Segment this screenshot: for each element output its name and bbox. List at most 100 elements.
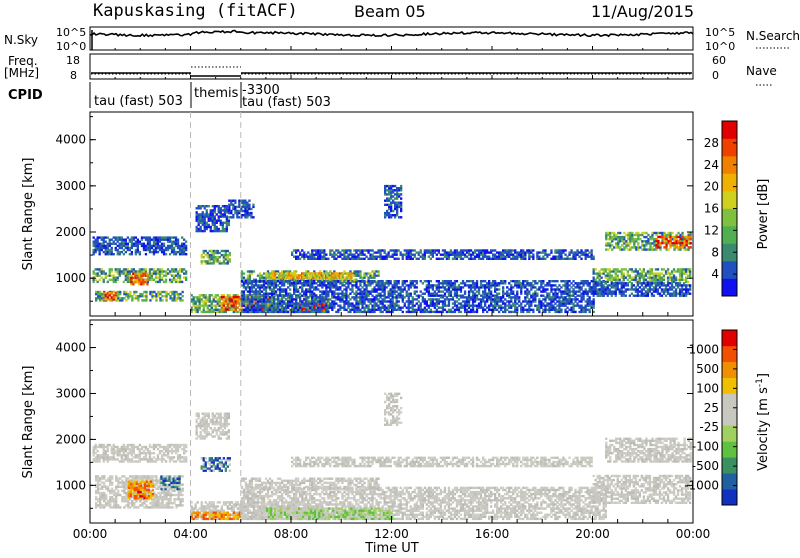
power-cell [281,290,283,292]
power-cell [117,277,119,279]
power-cell [639,246,641,248]
power-cell [373,272,375,274]
power-cell [185,245,187,247]
power-cell [371,282,373,284]
power-cell [617,279,619,281]
power-cell [275,284,277,286]
power-cell [498,296,500,298]
power-cell [462,251,464,253]
power-cell [538,298,540,300]
power-cell [206,222,208,224]
power-cell [105,253,107,255]
power-cell [617,240,619,242]
power-cell [448,280,450,282]
power-cell [591,290,593,292]
power-cell [307,284,309,286]
power-cell [155,281,157,283]
power-cell [325,284,327,286]
power-cell [564,282,566,284]
power-cell [261,280,263,282]
power-cell [280,276,282,278]
power-cell [255,284,257,286]
power-cell [111,268,113,270]
power-cell [267,298,269,300]
power-cell [474,293,476,295]
power-cell [416,290,418,292]
power-cell [213,305,215,307]
power-cell [438,302,440,304]
power-cell [576,284,578,286]
power-cell [540,300,542,302]
power-cell [382,300,384,302]
power-cell [595,268,597,270]
power-cell [673,270,675,272]
power-cell [448,288,450,290]
power-cell [472,284,474,286]
power-cell [292,276,294,278]
power-cell [266,276,268,278]
power-cell [462,300,464,302]
power-cell [490,282,492,284]
power-cell [502,282,504,284]
power-cell [538,302,540,304]
power-cell [193,300,195,302]
power-cell [317,284,319,286]
power-cell [605,268,607,270]
power-cell [273,280,275,282]
power-cell [599,284,601,286]
power-cell [327,302,329,304]
power-cell [422,258,424,260]
power-cell [605,293,607,295]
power-cell [277,309,279,311]
power-cell [224,207,226,209]
power-cell [552,288,554,290]
power-cell [394,309,396,311]
power-cell [613,238,615,240]
power-cell [635,275,637,277]
power-cell [123,249,125,251]
power-cell [683,268,685,270]
power-cell [593,256,595,258]
power-cell [207,256,209,258]
power-cell [283,288,285,290]
power-cell [534,300,536,302]
power-cell [623,272,625,274]
power-cell [339,251,341,253]
power-cell [371,290,373,292]
power-cell [534,293,536,295]
power-cell [647,270,649,272]
power-cell [416,280,418,282]
power-cell [516,280,518,282]
power-cell [215,305,217,307]
power-cell [520,284,522,286]
power-cell [349,258,351,260]
power-cell [163,251,165,253]
power-cell [167,239,169,241]
power-cell [303,290,305,292]
power-cell [562,284,564,286]
power-cell [143,299,145,301]
power-cell [369,275,371,277]
power-cell [286,276,288,278]
power-cell [103,292,105,294]
power-cell [444,293,446,295]
power-cell [669,244,671,246]
power-cell [219,311,221,313]
power-cell [159,239,161,241]
power-cell [277,305,279,307]
power-cell [556,286,558,288]
power-cell [422,311,424,313]
power-cell [345,286,347,288]
power-cell [253,309,255,311]
power-cell [140,275,142,277]
power-cell [408,296,410,298]
power-cell [341,258,343,260]
power-cell [157,243,159,245]
power-cell [357,293,359,295]
power-cell [685,270,687,272]
power-cell [398,249,400,251]
power-cell [613,232,615,234]
power-cell [388,293,390,295]
cpid-segment-1: tau (fast) 503 [94,94,183,109]
power-cell [308,272,310,274]
